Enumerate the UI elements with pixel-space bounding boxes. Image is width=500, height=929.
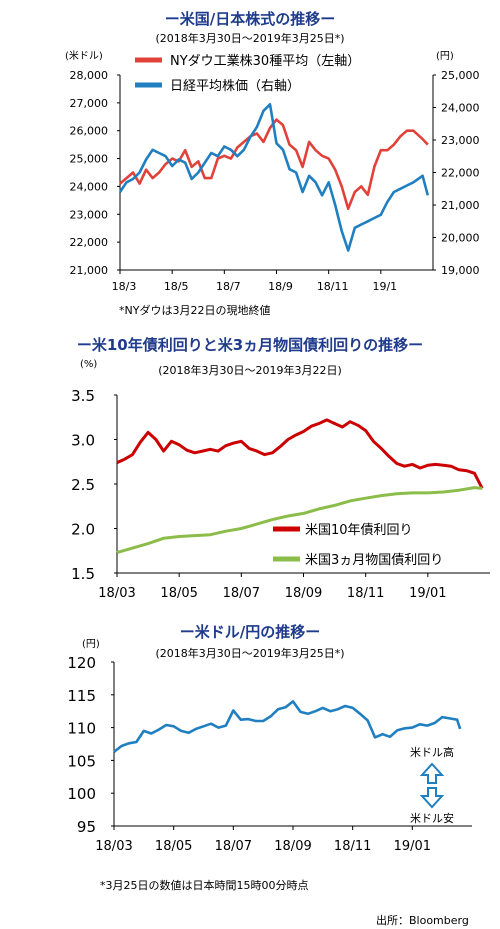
chart1-title: ー米国/日本株式の推移ー — [164, 10, 336, 28]
x-tick-label: 18/9 — [268, 280, 293, 293]
y-tick-label: 115 — [67, 687, 96, 705]
yield-chart: 1.5 2.0 2.5 3.0 3.5 18/03 18/05 18/07 18/09 18/11… — [71, 359, 490, 601]
x-tick-label: 19/1 — [372, 280, 397, 293]
x-tick-label: 18/09 — [285, 586, 322, 601]
x-tick-label: 18/05 — [160, 586, 197, 601]
chart3-note: *3月25日の数値は日本時間15時00分時点 — [100, 879, 309, 892]
left-tick-label: 28,000 — [70, 69, 109, 82]
source-label: 出所：Bloomberg — [376, 914, 469, 927]
stock-chart: 21,000 22,000 23,000 24,000 25,000 26,000 27,0… — [65, 49, 480, 293]
legend-dow-label: NYダウ工業株30種平均（左軸） — [170, 53, 360, 69]
y-tick-label: 105 — [67, 752, 96, 770]
x-tick-label: 18/11 — [347, 586, 384, 601]
y-tick-label: 3.5 — [71, 387, 95, 405]
left-unit-label: (米ドル) — [65, 49, 103, 62]
left-tick-label: 27,000 — [70, 97, 109, 110]
x-tick-label: 18/05 — [155, 839, 192, 854]
y-tick-label: 95 — [77, 818, 96, 836]
right-tick-label: 23,000 — [441, 134, 480, 147]
x-tick-label: 18/11 — [334, 839, 371, 854]
left-tick-label: 25,000 — [70, 153, 109, 166]
us10y-line — [116, 418, 484, 490]
y-tick-label: 3.0 — [71, 432, 95, 450]
chart3-title: ー米ドル/円の推移ー — [179, 623, 321, 641]
y-tick-label: 2.0 — [71, 521, 95, 539]
chart3-subtitle: (2018年3月30日～2019年3月25日*) — [155, 647, 345, 660]
x-tick-label: 18/11 — [317, 280, 349, 293]
right-tick-label: 25,000 — [441, 69, 480, 82]
usdjpy-line — [113, 700, 462, 753]
arrow-down-icon — [419, 787, 445, 809]
arrow-top-label: 米ドル高 — [410, 745, 454, 759]
legend-3m-label: 米国3ヵ月物国債利回り — [305, 553, 443, 568]
left-tick-label: 21,000 — [70, 264, 109, 277]
x-tick-label: 18/07 — [223, 586, 260, 601]
y-tick-label: 100 — [67, 785, 96, 803]
y-tick-label: 120 — [67, 654, 96, 672]
right-tick-label: 21,000 — [441, 199, 480, 212]
x-tick-label: 18/5 — [164, 280, 189, 293]
legend-10y-label: 米国10年債利回り — [305, 523, 413, 538]
y-tick-label: 1.5 — [71, 565, 95, 583]
y-tick-label: 110 — [67, 720, 96, 738]
right-tick-label: 22,000 — [441, 167, 480, 180]
left-tick-label: 26,000 — [70, 125, 109, 138]
us3m-line — [116, 486, 483, 554]
chart1-subtitle: (2018年3月30日～2019年3月25日*) — [155, 32, 345, 45]
x-tick-label: 19/01 — [394, 839, 431, 854]
usdjpy-chart: 95 100 105 110 115 120 18/03 18/05 18/07 18/09 18/… — [67, 639, 472, 854]
x-tick-label: 18/03 — [95, 839, 132, 854]
right-tick-label: 19,000 — [441, 264, 480, 277]
legend-nikkei-label: 日経平均株価（右軸） — [170, 79, 300, 94]
x-tick-label: 19/01 — [409, 586, 446, 601]
unit-label: (%) — [80, 359, 97, 370]
left-tick-label: 23,000 — [70, 208, 109, 221]
right-tick-label: 24,000 — [441, 102, 480, 115]
unit-label: (円) — [82, 639, 100, 650]
x-tick-label: 18/7 — [216, 280, 241, 293]
right-unit-label: (円) — [436, 51, 454, 62]
x-tick-label: 18/09 — [274, 839, 311, 854]
x-tick-label: 18/3 — [112, 280, 137, 293]
nikkei-line — [118, 102, 430, 252]
x-tick-label: 18/07 — [215, 839, 252, 854]
y-tick-label: 2.5 — [71, 476, 95, 494]
left-tick-label: 24,000 — [70, 180, 109, 193]
arrow-bottom-label: 米ドル安 — [410, 811, 454, 825]
chart2-title: ー米10年債利回りと米3ヵ月物国債利回りの推移ー — [76, 336, 424, 354]
x-tick-label: 18/03 — [98, 586, 135, 601]
right-tick-label: 20,000 — [441, 232, 480, 245]
chart2-subtitle: (2018年3月30日～2019年3月22日) — [158, 364, 342, 377]
left-tick-label: 22,000 — [70, 236, 109, 249]
arrow-up-icon — [419, 762, 445, 784]
chart1-note: *NYダウは3月22日の現地終値 — [119, 304, 271, 317]
